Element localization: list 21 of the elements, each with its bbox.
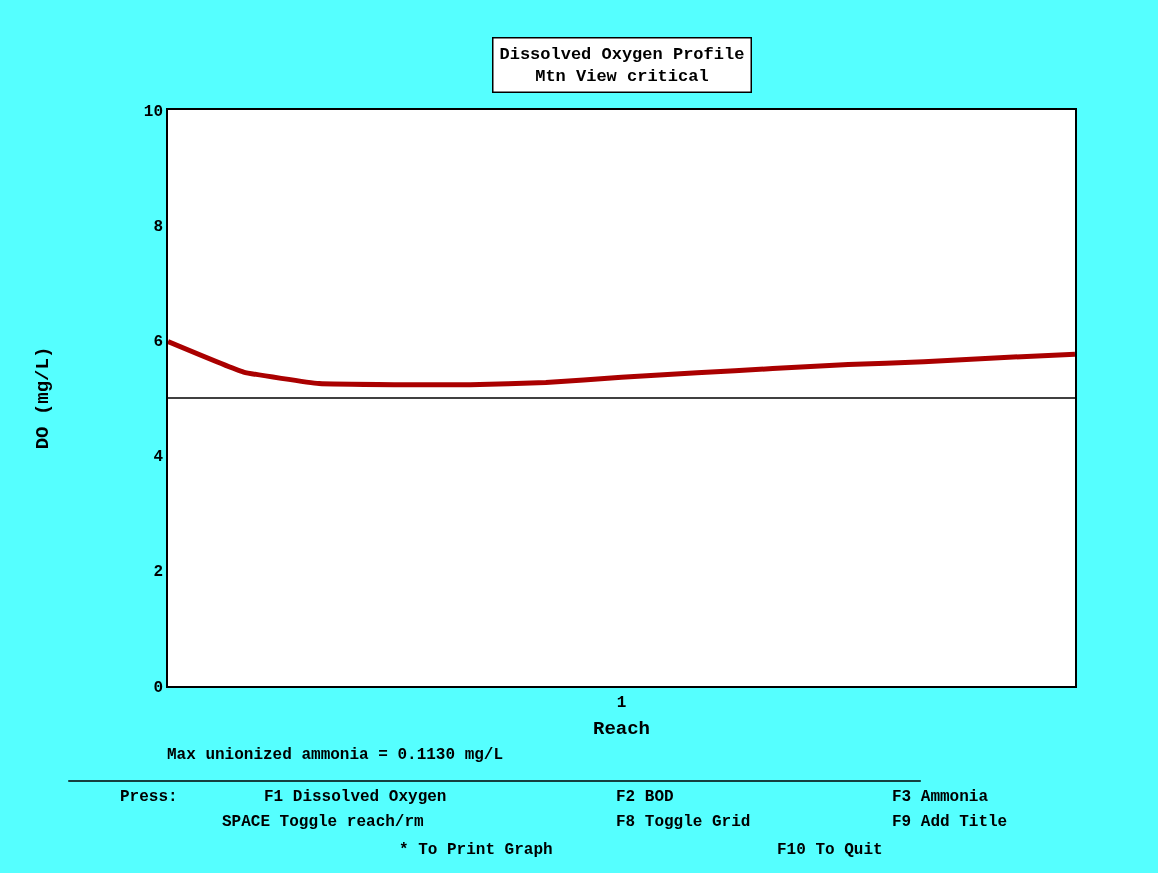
y-tick-label: 6 (153, 333, 164, 351)
text: F10 To Quit (777, 841, 883, 859)
x-tick-label: 1 (616, 693, 627, 712)
y-tick-label: 0 (153, 678, 164, 697)
text: * To Print Graph (399, 841, 553, 859)
chart-title: Dissolved Oxygen Profile (499, 44, 745, 64)
y-tick-label: 8 (153, 217, 164, 236)
y-tick-label: 10 (143, 102, 164, 121)
text: Press: (120, 788, 178, 806)
text: F2 BOD (616, 788, 674, 806)
y-axis-title: DO (mg/L) (32, 346, 55, 450)
text: F9 Add Title (892, 813, 1008, 831)
chart-subtitle: Mtn View critical (535, 66, 709, 86)
text: F1 Dissolved Oxygen (264, 788, 447, 806)
y-tick-label: 2 (153, 563, 164, 582)
text: SPACE Toggle reach/rm (222, 813, 425, 831)
text: F8 Toggle Grid (616, 813, 751, 831)
text: F3 Ammonia (892, 788, 989, 806)
text: Max unionized ammonia = 0.1130 mg/L (167, 746, 504, 764)
x-axis-title: Reach (592, 718, 651, 741)
y-tick-label: 4 (153, 448, 164, 467)
